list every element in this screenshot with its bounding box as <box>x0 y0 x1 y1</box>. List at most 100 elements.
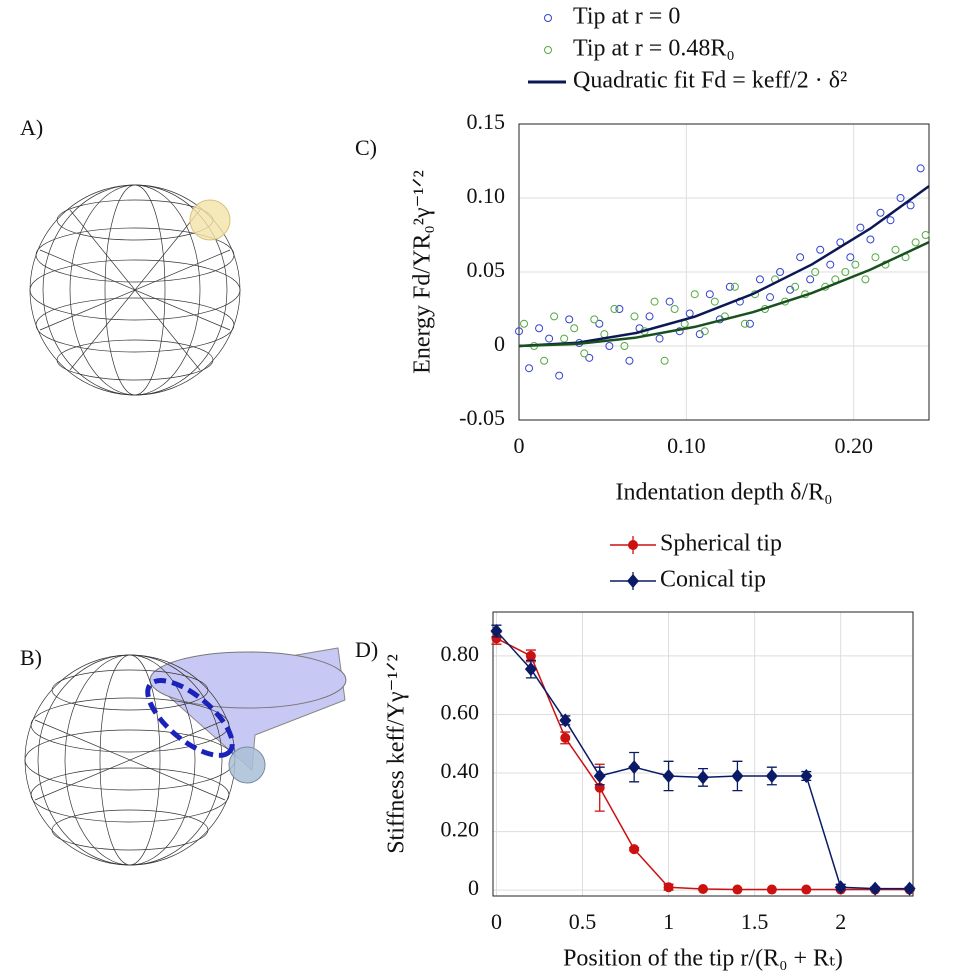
legend-label: Conical tip <box>660 567 766 593</box>
fit-line <box>518 185 930 348</box>
scatter-point <box>685 309 694 318</box>
data-point <box>903 881 916 896</box>
scatter-point <box>921 231 930 239</box>
data-point <box>525 650 536 661</box>
scatter-point <box>560 334 569 343</box>
scatter-point <box>710 297 719 306</box>
scatter-point <box>856 223 865 232</box>
scatter-point <box>866 235 875 244</box>
panel-label: A) <box>20 115 43 140</box>
y-axis-label: Energy Fd/YR₀²γ⁻¹ᐟ² <box>410 170 436 374</box>
scatter-point <box>776 268 785 276</box>
scatter-point <box>605 342 614 350</box>
data-point <box>628 760 641 775</box>
legend-label: Tip at r = 0 <box>573 4 680 30</box>
legend-marker <box>544 14 552 22</box>
data-point <box>869 881 882 896</box>
scatter-point <box>610 305 619 313</box>
scatter-point <box>580 349 589 358</box>
y-tick-label: 0 <box>494 331 505 356</box>
scatter-point <box>665 297 674 306</box>
scatter-point <box>595 319 604 328</box>
scatter-point <box>700 327 709 336</box>
scatter-point <box>625 356 634 365</box>
cone-top <box>149 651 347 709</box>
legend-label: Quadratic fit Fd = keff/2 · δ² <box>573 68 847 94</box>
scatter-point <box>690 290 699 299</box>
plot-frame <box>518 123 930 421</box>
y-tick-label: 0.80 <box>441 641 480 666</box>
legend-marker <box>627 574 639 588</box>
scatter-point <box>630 312 639 321</box>
x-tick-label: 0.10 <box>667 433 706 458</box>
x-tick-label: 0 <box>514 433 525 458</box>
scatter-point <box>851 260 860 269</box>
data-point <box>491 633 502 644</box>
data-point <box>560 732 571 743</box>
scatter-point <box>550 312 559 321</box>
scatter-point <box>525 364 534 373</box>
sphere-mesh-b <box>24 654 236 866</box>
data-point <box>732 884 743 895</box>
scatter-point <box>515 327 523 336</box>
x-tick-label: 2 <box>835 909 846 934</box>
y-tick-label: 0.40 <box>441 758 480 783</box>
legend-marker <box>628 540 638 550</box>
x-tick-label: 0.20 <box>834 433 873 458</box>
data-point <box>765 768 778 783</box>
data-point <box>490 624 503 639</box>
y-tick-label: 0.10 <box>467 183 506 208</box>
data-point <box>662 768 675 783</box>
legend-label: Tip at r = 0.48R₀ <box>573 36 735 62</box>
scatter-point <box>846 253 855 262</box>
series-line <box>496 637 910 891</box>
contact-ring <box>145 678 235 758</box>
data-point <box>731 768 744 783</box>
scatter-point <box>791 282 800 291</box>
scatter-point <box>590 315 599 324</box>
scatter-point <box>705 290 714 299</box>
x-tick-label: 0.5 <box>569 909 597 934</box>
scatter-point <box>896 194 905 202</box>
scatter-point <box>620 342 629 350</box>
y-tick-label: 0.60 <box>441 700 480 725</box>
y-tick-label: -0.05 <box>459 405 505 430</box>
scatter-point <box>876 208 885 217</box>
series-line <box>495 630 910 890</box>
data-point <box>663 882 674 893</box>
sphere-mesh-a <box>29 184 241 396</box>
x-axis-label: Position of the tip r/(R₀ + Rₜ) <box>563 946 843 972</box>
legend-label: Spherical tip <box>660 531 782 557</box>
scatter-point <box>816 245 825 254</box>
panel-label: C) <box>355 135 377 160</box>
scatter-point <box>670 305 679 313</box>
scatter-point <box>861 275 870 284</box>
x-tick-label: 0 <box>491 909 502 934</box>
scatter-point <box>535 324 544 333</box>
scatter-point <box>725 282 734 291</box>
scatter-point <box>740 319 749 328</box>
scatter-point <box>871 253 880 262</box>
panel-label: B) <box>20 645 42 670</box>
data-point <box>629 844 640 855</box>
data-point <box>559 713 572 728</box>
data-point <box>524 662 537 677</box>
y-tick-label: 0.20 <box>441 817 480 842</box>
x-tick-label: 1 <box>663 909 674 934</box>
scatter-point <box>570 324 579 333</box>
data-point <box>593 768 606 783</box>
scatter-point <box>540 356 549 365</box>
scatter-point <box>811 268 820 276</box>
scatter-point <box>650 297 659 306</box>
data-point <box>766 884 777 895</box>
scatter-point <box>730 282 739 291</box>
scatter-point <box>806 275 815 284</box>
scatter-point <box>585 353 594 362</box>
scatter-point <box>555 371 564 380</box>
y-tick-label: 0.15 <box>467 109 506 134</box>
plot-frame <box>492 611 914 897</box>
scatter-point <box>520 319 529 328</box>
scatter-point <box>766 293 775 302</box>
panel-label: D) <box>355 637 378 662</box>
y-tick-label: 0 <box>468 875 479 900</box>
